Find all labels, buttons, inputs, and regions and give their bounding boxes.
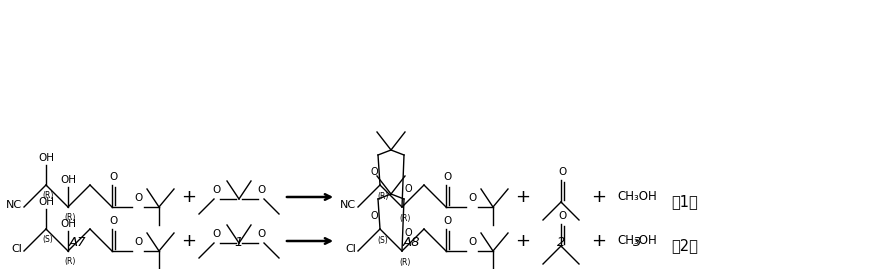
Text: OH: OH [38,153,54,163]
Text: (R): (R) [399,214,411,223]
Text: O: O [371,167,378,177]
Text: (S): (S) [378,236,388,245]
Text: NC: NC [6,200,22,210]
Text: +: + [591,188,607,206]
Text: O: O [405,228,412,238]
Text: O: O [443,172,452,182]
Text: O: O [109,172,118,182]
Text: 3: 3 [633,235,641,249]
Text: +: + [515,232,530,250]
Text: +: + [181,232,196,250]
Text: O: O [134,193,142,203]
Text: Cl: Cl [345,244,356,254]
Text: O: O [558,167,567,177]
Text: +: + [591,232,607,250]
Text: (R): (R) [399,258,411,267]
Text: O: O [109,216,118,226]
Text: O: O [468,193,476,203]
Text: Cl: Cl [11,244,22,254]
Text: +: + [181,188,196,206]
Text: O: O [405,184,412,194]
Text: (S): (S) [43,235,53,244]
Text: O: O [371,211,378,221]
Text: NC: NC [340,200,356,210]
Text: (R): (R) [65,213,76,222]
Text: 1: 1 [235,235,243,249]
Text: O: O [134,237,142,247]
Text: （2）: （2） [671,239,698,253]
Text: (R): (R) [378,192,389,201]
Text: (R): (R) [43,191,54,200]
Text: (R): (R) [65,257,76,266]
Text: CH₃OH: CH₃OH [617,190,657,204]
Text: O: O [443,216,452,226]
Text: O: O [257,185,265,195]
Text: A8: A8 [402,235,419,249]
Text: OH: OH [60,175,76,185]
Text: OH: OH [38,197,54,207]
Text: O: O [468,237,476,247]
Text: CH₃OH: CH₃OH [617,235,657,247]
Text: O: O [257,229,265,239]
Text: +: + [515,188,530,206]
Text: O: O [213,185,221,195]
Text: OH: OH [60,219,76,229]
Text: A7: A7 [68,235,85,249]
Text: 2: 2 [557,235,565,249]
Text: O: O [558,211,567,221]
Text: （1）: （1） [671,194,698,210]
Text: O: O [213,229,221,239]
